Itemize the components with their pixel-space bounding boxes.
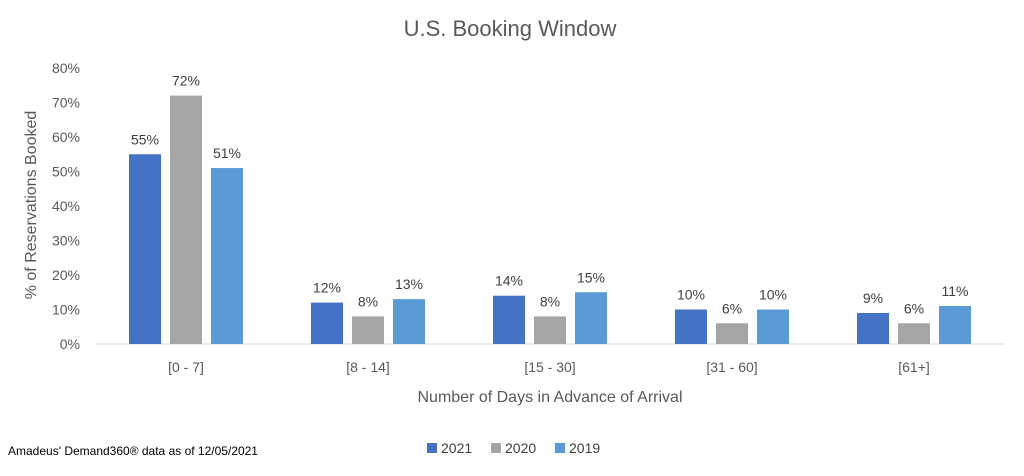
legend: 2021 2020 2019: [427, 440, 600, 456]
chart-title: U.S. Booking Window: [404, 16, 617, 41]
y-axis-title: % of Reservations Booked: [23, 111, 40, 300]
bar-2020-2: [534, 316, 566, 344]
y-tick-label: 10%: [52, 302, 80, 318]
data-label: 10%: [759, 287, 787, 303]
data-label: 14%: [495, 273, 523, 289]
legend-swatch-2019: [555, 443, 565, 453]
data-label: 6%: [722, 300, 742, 316]
bar-2021-2: [493, 295, 525, 344]
bar-2021-3: [675, 309, 707, 344]
x-tick-label: [15 - 30]: [524, 359, 575, 375]
y-tick-label: 70%: [52, 95, 80, 111]
y-tick-label: 80%: [52, 60, 80, 76]
data-label: 10%: [677, 287, 705, 303]
data-label: 9%: [863, 290, 883, 306]
y-axis-ticks: 0% 10% 20% 30% 40% 50% 60% 70% 80%: [52, 60, 80, 352]
bar-2021-0: [129, 154, 161, 344]
data-label: 6%: [904, 300, 924, 316]
bar-2021-4: [857, 312, 889, 344]
y-tick-label: 0%: [60, 336, 80, 352]
x-axis-ticks: [0 - 7] [8 - 14] [15 - 30] [31 - 60] [61+]: [168, 359, 930, 375]
legend-swatch-2021: [427, 443, 437, 453]
y-tick-label: 50%: [52, 164, 80, 180]
y-tick-label: 40%: [52, 198, 80, 214]
bar-2019-4: [939, 306, 971, 344]
x-tick-label: [61+]: [898, 359, 930, 375]
bar-2020-1: [352, 316, 384, 344]
bar-2019-3: [757, 309, 789, 344]
legend-swatch-2020: [491, 443, 501, 453]
data-label: 51%: [213, 145, 241, 161]
source-note: Amadeus' Demand360® data as of 12/05/202…: [8, 444, 258, 458]
bar-2019-1: [393, 299, 425, 344]
bar-2019-2: [575, 292, 607, 344]
legend-label-2019: 2019: [569, 440, 600, 456]
y-tick-label: 20%: [52, 267, 80, 283]
data-label: 72%: [172, 73, 200, 89]
y-tick-label: 30%: [52, 233, 80, 249]
x-tick-label: [31 - 60]: [706, 359, 757, 375]
bar-2020-4: [898, 323, 930, 344]
data-label: 13%: [395, 276, 423, 292]
x-tick-label: [8 - 14]: [346, 359, 390, 375]
bar-2019-0: [211, 168, 243, 344]
data-label: 55%: [131, 131, 159, 147]
bar-2020-3: [716, 323, 748, 344]
bar-2020-0: [170, 95, 202, 344]
x-axis-title: Number of Days in Advance of Arrival: [417, 389, 682, 406]
data-label: 12%: [313, 280, 341, 296]
data-label: 8%: [358, 293, 378, 309]
legend-label-2020: 2020: [505, 440, 536, 456]
legend-label-2021: 2021: [441, 440, 472, 456]
bars: [129, 95, 971, 344]
data-label: 8%: [540, 293, 560, 309]
x-tick-label: [0 - 7]: [168, 359, 204, 375]
data-labels: 55% 72% 51% 12% 8% 13% 14% 8% 15% 10% 6% 10% 9% 6% 11%: [131, 73, 969, 317]
data-label: 15%: [577, 269, 605, 285]
y-tick-label: 60%: [52, 129, 80, 145]
bar-2021-1: [311, 302, 343, 344]
data-label: 11%: [942, 283, 969, 299]
